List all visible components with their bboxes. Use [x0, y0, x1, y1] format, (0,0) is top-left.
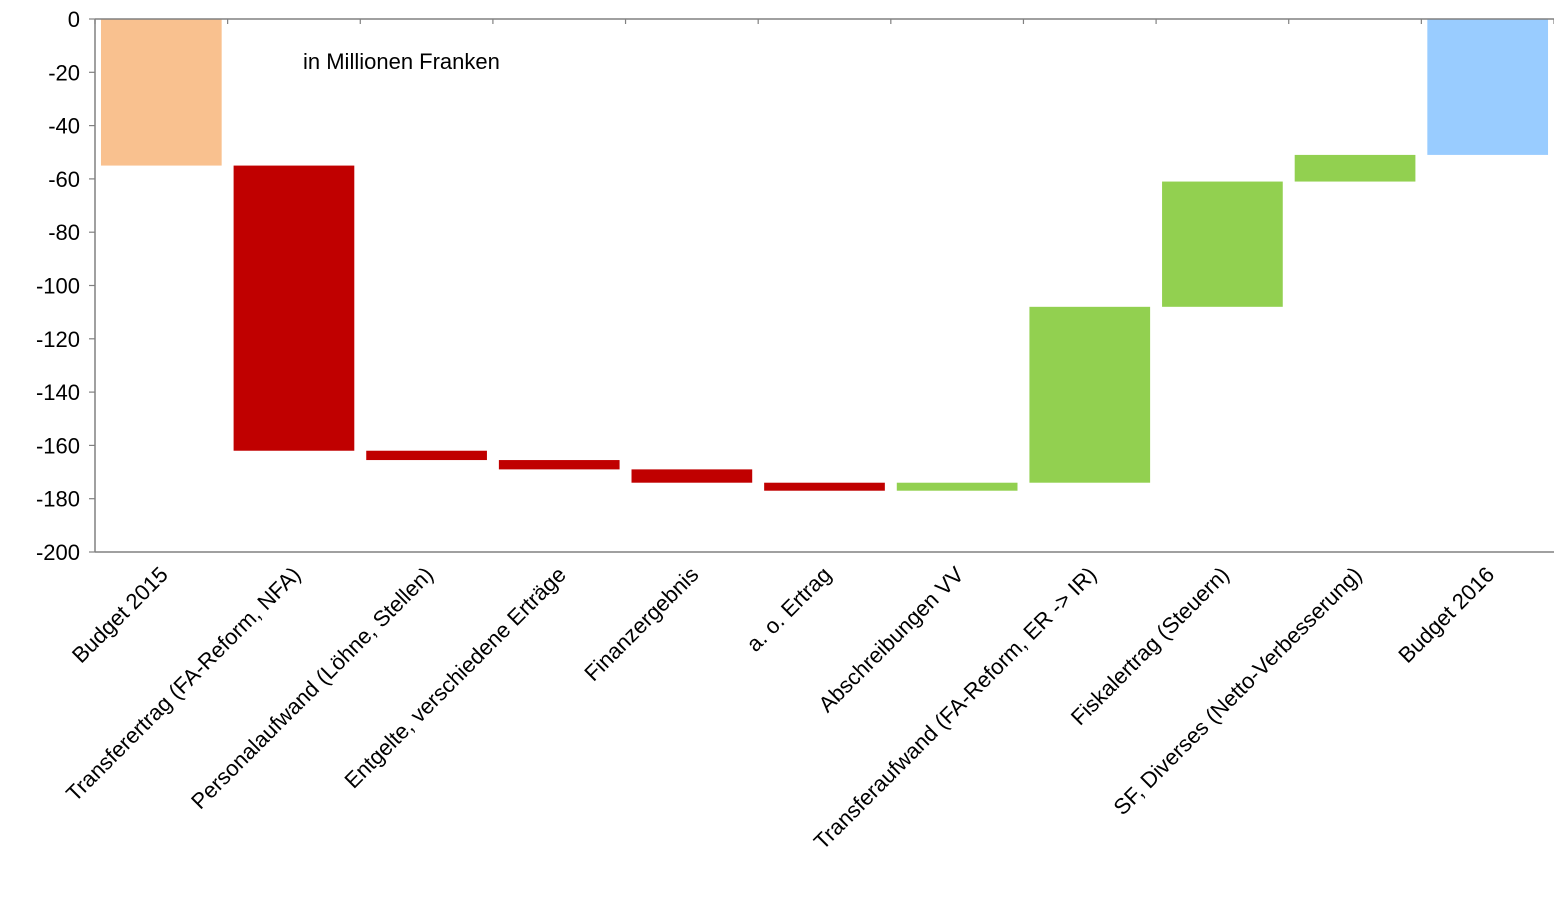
bar-8 — [1029, 306, 1151, 483]
x-tick-label: Personalaufwand (Löhne, Stellen) — [186, 562, 438, 814]
bar-10 — [1294, 154, 1416, 182]
x-tick-label: Budget 2015 — [67, 562, 173, 668]
y-tick-label: -120 — [36, 327, 80, 352]
bar-11 — [1427, 19, 1549, 155]
y-ticks-group: 0 -20 -40 -60 -80 -100 -120 -140 -160 -180 -200 — [36, 7, 95, 565]
y-tick-label: -60 — [48, 167, 80, 192]
x-tick-label: Finanzergebnis — [579, 562, 703, 686]
bars-group — [100, 19, 1549, 491]
x-tick-label: Abschreibungen VV — [813, 562, 968, 717]
bar-7 — [896, 482, 1018, 491]
y-tick-label: -160 — [36, 433, 80, 458]
bar-3 — [366, 450, 487, 461]
bar-5 — [631, 469, 753, 483]
bar-9 — [1162, 181, 1283, 307]
y-tick-label: -180 — [36, 487, 80, 512]
y-tick-label: 0 — [68, 7, 80, 32]
bar-6 — [764, 482, 885, 491]
x-tick-label: Transferaufwand (FA-Reform, ER -> IR) — [809, 562, 1101, 854]
y-tick-label: -20 — [48, 60, 80, 85]
bar-1 — [100, 19, 222, 166]
bar-4 — [498, 460, 620, 470]
y-tick-label: -140 — [36, 380, 80, 405]
x-tick-label: Budget 2016 — [1393, 562, 1499, 668]
y-tick-label: -40 — [48, 114, 80, 139]
bar-2 — [233, 165, 355, 451]
x-tick-label: Transferertrag (FA-Reform, NFA) — [61, 562, 305, 806]
unit-note: in Millionen Franken — [303, 49, 500, 74]
x-tick-label: SF, Diverses (Netto-Verbesserung) — [1109, 562, 1367, 820]
x-tick-label: a. o. Ertrag — [741, 562, 836, 657]
y-tick-label: -200 — [36, 540, 80, 565]
x-tick-label: Entgelte, verschiedene Erträge — [339, 562, 570, 793]
y-tick-label: -100 — [36, 274, 80, 299]
y-tick-label: -80 — [48, 220, 80, 245]
